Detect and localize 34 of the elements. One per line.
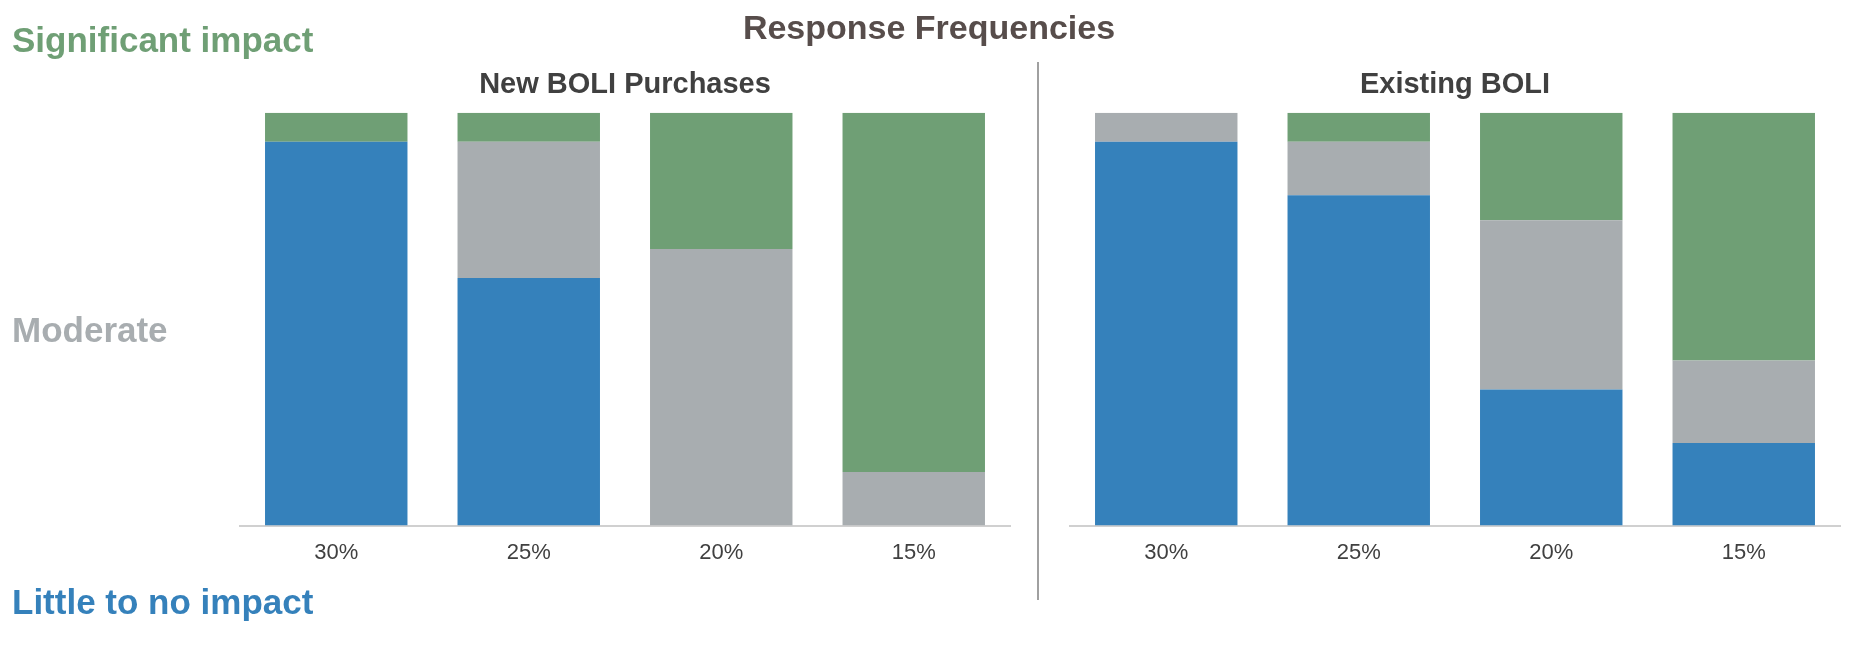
bar <box>1095 141 1238 526</box>
bar <box>1095 112 1238 142</box>
x-tick-label: 25% <box>1336 538 1381 564</box>
bar <box>457 277 600 526</box>
bar <box>265 112 408 142</box>
chart-title: Existing BOLI <box>1359 67 1551 100</box>
x-tick-label: 25% <box>506 538 551 564</box>
bar <box>1672 112 1815 361</box>
bar <box>1287 112 1430 142</box>
series-label: Little to no impact <box>12 582 314 622</box>
x-tick-label: 15% <box>1721 538 1766 564</box>
bar <box>650 112 793 250</box>
chart-title: New BOLI Purchases <box>479 67 771 100</box>
series-label: Significant impact <box>12 20 314 60</box>
x-tick-label: 20% <box>699 538 744 564</box>
x-tick-label: 20% <box>1529 538 1574 564</box>
x-tick-label: 30% <box>314 538 359 564</box>
bar <box>1480 220 1623 390</box>
bar <box>1287 195 1430 526</box>
bar <box>842 112 985 472</box>
bar <box>1480 389 1623 526</box>
bar <box>1480 112 1623 221</box>
bar <box>1672 360 1815 444</box>
bar <box>842 471 985 526</box>
text: Response Frequencies <box>742 8 1116 46</box>
x-tick-label: 30% <box>1144 538 1189 564</box>
bar <box>650 249 793 526</box>
bar <box>1672 443 1815 526</box>
bar <box>265 141 408 526</box>
bar <box>1287 141 1430 196</box>
bar <box>457 141 600 278</box>
x-tick-label: 15% <box>891 538 936 564</box>
text: Moderate <box>12 310 168 350</box>
bar <box>457 112 600 142</box>
